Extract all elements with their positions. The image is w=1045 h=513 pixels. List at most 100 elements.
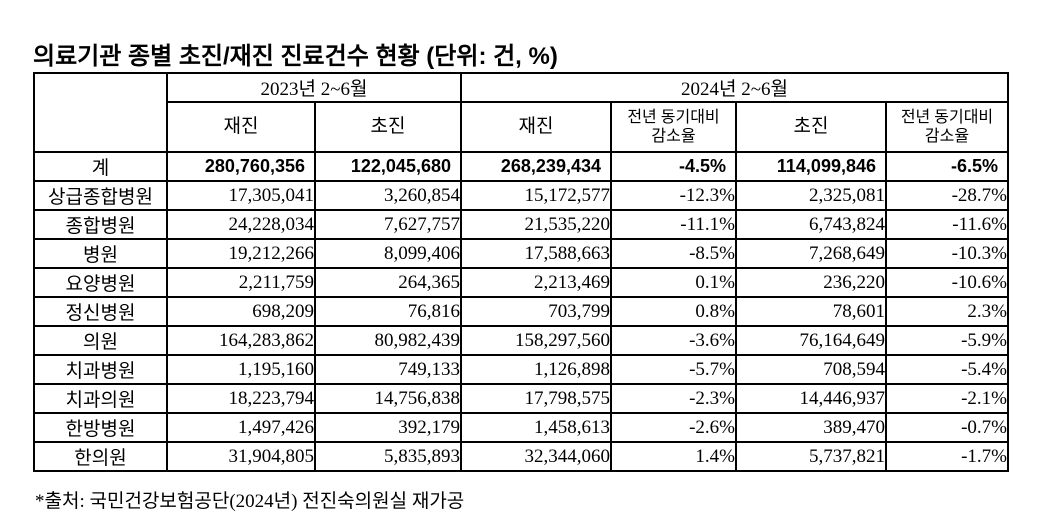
corner-cell — [33, 72, 168, 153]
cell-rate-first-2024: -28.7% — [885, 180, 1009, 211]
table-row: 한의원 31,904,805 5,835,893 32,344,060 1.4% 5,73… — [33, 441, 1009, 472]
cell-rate-first-2024: -11.6% — [885, 209, 1009, 240]
row-label: 의원 — [33, 325, 168, 356]
cell-repeat-2023: 2,211,759 — [166, 267, 316, 298]
cell-repeat-2024: 17,798,575 — [460, 383, 612, 414]
row-label: 병원 — [33, 238, 168, 269]
source-note: *출처: 국민건강보험공단(2024년) 전진숙의원실 재가공 — [35, 491, 465, 512]
total-row: 계 280,760,356 122,045,680 268,239,434 -4.5% 1… — [33, 151, 1009, 182]
column-header-rate-repeat-2024: 전년 동기대비 감소율 — [610, 101, 737, 153]
cell-rate-first-2024: 2.3% — [885, 296, 1009, 327]
table-row: 병원 19,212,266 8,099,406 17,588,663 -8.5% 7,26… — [33, 238, 1009, 269]
row-label: 종합병원 — [33, 209, 168, 240]
table-row: 종합병원 24,228,034 7,627,757 21,535,220 -11.1% 6… — [33, 209, 1009, 240]
cell-first-2023: 749,133 — [314, 354, 462, 385]
row-label: 치과병원 — [33, 354, 168, 385]
cell-first-2024: 2,325,081 — [735, 180, 887, 211]
column-group-2024: 2024년 2~6월 — [460, 72, 1009, 103]
cell-rate-repeat-2024: -5.7% — [610, 354, 737, 385]
cell-rate-first-2024: -2.1% — [885, 383, 1009, 414]
header-row-years: 2023년 2~6월 2024년 2~6월 — [33, 72, 1009, 153]
cell-first-2023: 8,099,406 — [314, 238, 462, 269]
cell-repeat-2024: 1,458,613 — [460, 412, 612, 443]
cell-repeat-2024: 17,588,663 — [460, 238, 612, 269]
cell-first-2023: 264,365 — [314, 267, 462, 298]
cell-rate-repeat-2024: 0.1% — [610, 267, 737, 298]
cell-first-2024: 114,099,846 — [735, 151, 887, 182]
page-title: 의료기관 종별 초진/재진 진료건수 현황 (단위: 건, %) — [33, 43, 558, 71]
table-header: 2023년 2~6월 2024년 2~6월 재진 초진 재진 전년 동기대비 감… — [33, 72, 1009, 153]
cell-first-2024: 7,268,649 — [735, 238, 887, 269]
column-header-repeat-2023: 재진 — [166, 101, 316, 153]
cell-rate-first-2024: -5.9% — [885, 325, 1009, 356]
cell-repeat-2023: 18,223,794 — [166, 383, 316, 414]
cell-repeat-2023: 280,760,356 — [166, 151, 316, 182]
row-label: 치과의원 — [33, 383, 168, 414]
cell-repeat-2024: 15,172,577 — [460, 180, 612, 211]
visits-stats-table: 2023년 2~6월 2024년 2~6월 재진 초진 재진 전년 동기대비 감… — [33, 72, 1009, 472]
cell-first-2024: 389,470 — [735, 412, 887, 443]
cell-first-2023: 392,179 — [314, 412, 462, 443]
cell-repeat-2024: 21,535,220 — [460, 209, 612, 240]
cell-rate-repeat-2024: -4.5% — [610, 151, 737, 182]
row-label: 한의원 — [33, 441, 168, 472]
row-label: 요양병원 — [33, 267, 168, 298]
row-label: 한방병원 — [33, 412, 168, 443]
cell-repeat-2024: 158,297,560 — [460, 325, 612, 356]
cell-rate-repeat-2024: -3.6% — [610, 325, 737, 356]
cell-rate-first-2024: -6.5% — [885, 151, 1009, 182]
table-row: 치과병원 1,195,160 749,133 1,126,898 -5.7% 708,59… — [33, 354, 1009, 385]
cell-repeat-2024: 32,344,060 — [460, 441, 612, 472]
cell-first-2024: 5,737,821 — [735, 441, 887, 472]
cell-first-2023: 76,816 — [314, 296, 462, 327]
column-header-first-2023: 초진 — [314, 101, 462, 153]
cell-repeat-2023: 24,228,034 — [166, 209, 316, 240]
cell-first-2023: 7,627,757 — [314, 209, 462, 240]
cell-repeat-2023: 164,283,862 — [166, 325, 316, 356]
table-row: 상급종합병원 17,305,041 3,260,854 15,172,577 -12.3… — [33, 180, 1009, 211]
cell-repeat-2024: 268,239,434 — [460, 151, 612, 182]
column-group-2023: 2023년 2~6월 — [166, 72, 462, 103]
table-row: 정신병원 698,209 76,816 703,799 0.8% 78,601 2.3% — [33, 296, 1009, 327]
cell-rate-repeat-2024: -11.1% — [610, 209, 737, 240]
cell-rate-first-2024: -5.4% — [885, 354, 1009, 385]
cell-repeat-2023: 698,209 — [166, 296, 316, 327]
row-label: 계 — [33, 151, 168, 182]
cell-first-2023: 122,045,680 — [314, 151, 462, 182]
cell-first-2023: 80,982,439 — [314, 325, 462, 356]
cell-first-2024: 236,220 — [735, 267, 887, 298]
cell-rate-repeat-2024: -2.6% — [610, 412, 737, 443]
row-label: 상급종합병원 — [33, 180, 168, 211]
cell-repeat-2024: 2,213,469 — [460, 267, 612, 298]
cell-first-2023: 3,260,854 — [314, 180, 462, 211]
cell-rate-repeat-2024: 1.4% — [610, 441, 737, 472]
cell-rate-first-2024: -10.3% — [885, 238, 1009, 269]
cell-rate-first-2024: -0.7% — [885, 412, 1009, 443]
column-header-first-2024: 초진 — [735, 101, 887, 153]
cell-repeat-2023: 31,904,805 — [166, 441, 316, 472]
row-label: 정신병원 — [33, 296, 168, 327]
column-header-rate-first-2024: 전년 동기대비 감소율 — [885, 101, 1009, 153]
cell-first-2024: 78,601 — [735, 296, 887, 327]
table-body: 계 280,760,356 122,045,680 268,239,434 -4.5% 1… — [33, 151, 1009, 472]
cell-first-2023: 14,756,838 — [314, 383, 462, 414]
cell-repeat-2023: 1,497,426 — [166, 412, 316, 443]
table-row: 한방병원 1,497,426 392,179 1,458,613 -2.6% 389,47… — [33, 412, 1009, 443]
cell-repeat-2023: 19,212,266 — [166, 238, 316, 269]
header-row-measures: 재진 초진 재진 전년 동기대비 감소율 초진 전년 동기대비 감소율 — [34, 101, 1009, 153]
table-row: 요양병원 2,211,759 264,365 2,213,469 0.1% 236,220… — [33, 267, 1009, 298]
column-header-repeat-2024: 재진 — [460, 101, 612, 153]
cell-first-2024: 708,594 — [735, 354, 887, 385]
cell-repeat-2024: 703,799 — [460, 296, 612, 327]
cell-rate-repeat-2024: -8.5% — [610, 238, 737, 269]
cell-rate-first-2024: -10.6% — [885, 267, 1009, 298]
cell-rate-first-2024: -1.7% — [885, 441, 1009, 472]
cell-first-2024: 14,446,937 — [735, 383, 887, 414]
table-row: 치과의원 18,223,794 14,756,838 17,798,575 -2.3% 1… — [33, 383, 1009, 414]
table-row: 의원 164,283,862 80,982,439 158,297,560 -3.6% 7… — [33, 325, 1009, 356]
cell-first-2024: 6,743,824 — [735, 209, 887, 240]
cell-first-2024: 76,164,649 — [735, 325, 887, 356]
cell-repeat-2023: 1,195,160 — [166, 354, 316, 385]
cell-rate-repeat-2024: -2.3% — [610, 383, 737, 414]
cell-first-2023: 5,835,893 — [314, 441, 462, 472]
